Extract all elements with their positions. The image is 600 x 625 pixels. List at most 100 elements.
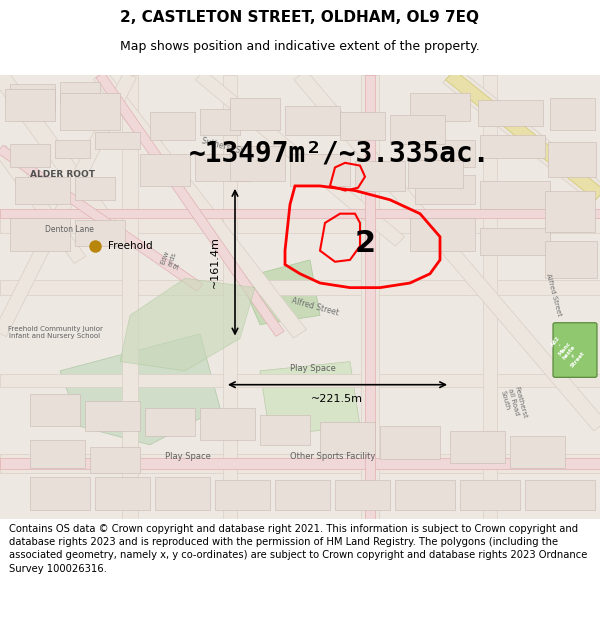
Polygon shape xyxy=(196,70,404,246)
Text: Freehold Community Junior
Infant and Nursery School: Freehold Community Junior Infant and Nur… xyxy=(8,326,103,339)
Bar xyxy=(90,447,140,472)
Polygon shape xyxy=(0,71,127,246)
Bar xyxy=(200,408,255,440)
Bar xyxy=(195,154,250,181)
Bar xyxy=(450,431,505,463)
Bar xyxy=(478,100,543,126)
Text: Play Space: Play Space xyxy=(290,364,336,373)
Polygon shape xyxy=(240,260,320,324)
Text: A62
-
Manc
heste
r
Street: A62 - Manc heste r Street xyxy=(548,332,586,369)
Bar xyxy=(10,218,70,251)
Bar xyxy=(410,94,470,121)
Bar xyxy=(480,135,545,158)
Text: Alfred Street: Alfred Street xyxy=(545,272,562,316)
Bar xyxy=(55,140,90,158)
Bar xyxy=(155,477,210,509)
Bar xyxy=(60,94,120,131)
Text: Featherst
all Road
South: Featherst all Road South xyxy=(500,386,528,423)
Text: Sutherst St: Sutherst St xyxy=(200,136,244,156)
Bar xyxy=(95,477,150,509)
Text: Other Sports Facility: Other Sports Facility xyxy=(290,452,376,461)
Polygon shape xyxy=(96,72,284,336)
Text: ~13497m²/~3.335ac.: ~13497m²/~3.335ac. xyxy=(189,139,491,168)
Text: ALDER ROOT: ALDER ROOT xyxy=(30,170,95,179)
Bar xyxy=(480,181,550,209)
Bar xyxy=(335,480,390,509)
Bar xyxy=(290,154,350,186)
Bar xyxy=(408,160,463,188)
Bar xyxy=(140,154,190,186)
Bar xyxy=(10,144,50,168)
Bar xyxy=(410,218,475,251)
Text: Alfred Street: Alfred Street xyxy=(290,296,339,318)
Bar xyxy=(95,132,140,149)
Bar xyxy=(75,177,115,200)
Bar xyxy=(60,82,100,102)
Polygon shape xyxy=(120,278,255,371)
Bar xyxy=(5,89,55,121)
Bar xyxy=(285,106,340,135)
Bar xyxy=(30,440,85,468)
Polygon shape xyxy=(483,75,497,519)
Bar xyxy=(230,146,285,181)
Polygon shape xyxy=(0,280,600,295)
Polygon shape xyxy=(60,334,220,445)
Bar xyxy=(510,436,565,468)
Bar xyxy=(30,477,90,509)
Polygon shape xyxy=(223,75,237,519)
Polygon shape xyxy=(294,71,600,431)
Bar xyxy=(395,480,455,509)
Bar xyxy=(215,480,270,509)
Polygon shape xyxy=(0,213,600,233)
Text: Contains OS data © Crown copyright and database right 2021. This information is : Contains OS data © Crown copyright and d… xyxy=(9,524,587,574)
Bar xyxy=(230,98,280,131)
Text: Map shows position and indicative extent of the property.: Map shows position and indicative extent… xyxy=(120,41,480,53)
Bar xyxy=(200,109,240,135)
Bar xyxy=(415,175,475,204)
Bar xyxy=(75,220,125,246)
Polygon shape xyxy=(0,454,600,472)
Polygon shape xyxy=(0,72,136,337)
Polygon shape xyxy=(365,75,375,519)
Polygon shape xyxy=(0,146,86,264)
Polygon shape xyxy=(0,458,600,469)
Polygon shape xyxy=(0,374,600,386)
Bar xyxy=(420,140,475,168)
Polygon shape xyxy=(260,362,360,436)
Bar xyxy=(150,112,195,140)
Bar xyxy=(320,422,375,454)
Bar xyxy=(545,191,595,232)
Bar xyxy=(340,112,385,140)
Polygon shape xyxy=(361,75,379,519)
Text: 2, CASTLETON STREET, OLDHAM, OL9 7EQ: 2, CASTLETON STREET, OLDHAM, OL9 7EQ xyxy=(121,10,479,25)
Bar xyxy=(380,426,440,459)
Bar xyxy=(15,177,70,204)
Text: Edw
ards
St: Edw ards St xyxy=(160,249,184,270)
Bar xyxy=(30,394,80,426)
Bar xyxy=(460,480,520,509)
Bar xyxy=(525,480,595,509)
Bar xyxy=(10,84,55,112)
Polygon shape xyxy=(122,75,138,519)
FancyBboxPatch shape xyxy=(553,322,597,378)
Bar xyxy=(390,115,445,144)
Text: ~221.5m: ~221.5m xyxy=(311,394,363,404)
Polygon shape xyxy=(94,71,307,338)
Bar xyxy=(275,480,330,509)
Polygon shape xyxy=(443,68,600,203)
Bar xyxy=(355,161,405,191)
Text: Freehold: Freehold xyxy=(108,241,152,251)
Bar xyxy=(548,142,596,177)
Text: Play Space: Play Space xyxy=(165,452,211,461)
Bar xyxy=(145,408,195,436)
Text: ~161.4m: ~161.4m xyxy=(210,236,220,288)
Polygon shape xyxy=(445,70,600,200)
Bar xyxy=(85,401,140,431)
Bar xyxy=(480,228,550,255)
Text: 2: 2 xyxy=(355,229,376,258)
Polygon shape xyxy=(0,209,600,218)
Bar xyxy=(260,415,310,445)
Bar xyxy=(545,241,597,278)
Text: Denton Lane: Denton Lane xyxy=(45,225,94,234)
Bar xyxy=(550,98,595,131)
